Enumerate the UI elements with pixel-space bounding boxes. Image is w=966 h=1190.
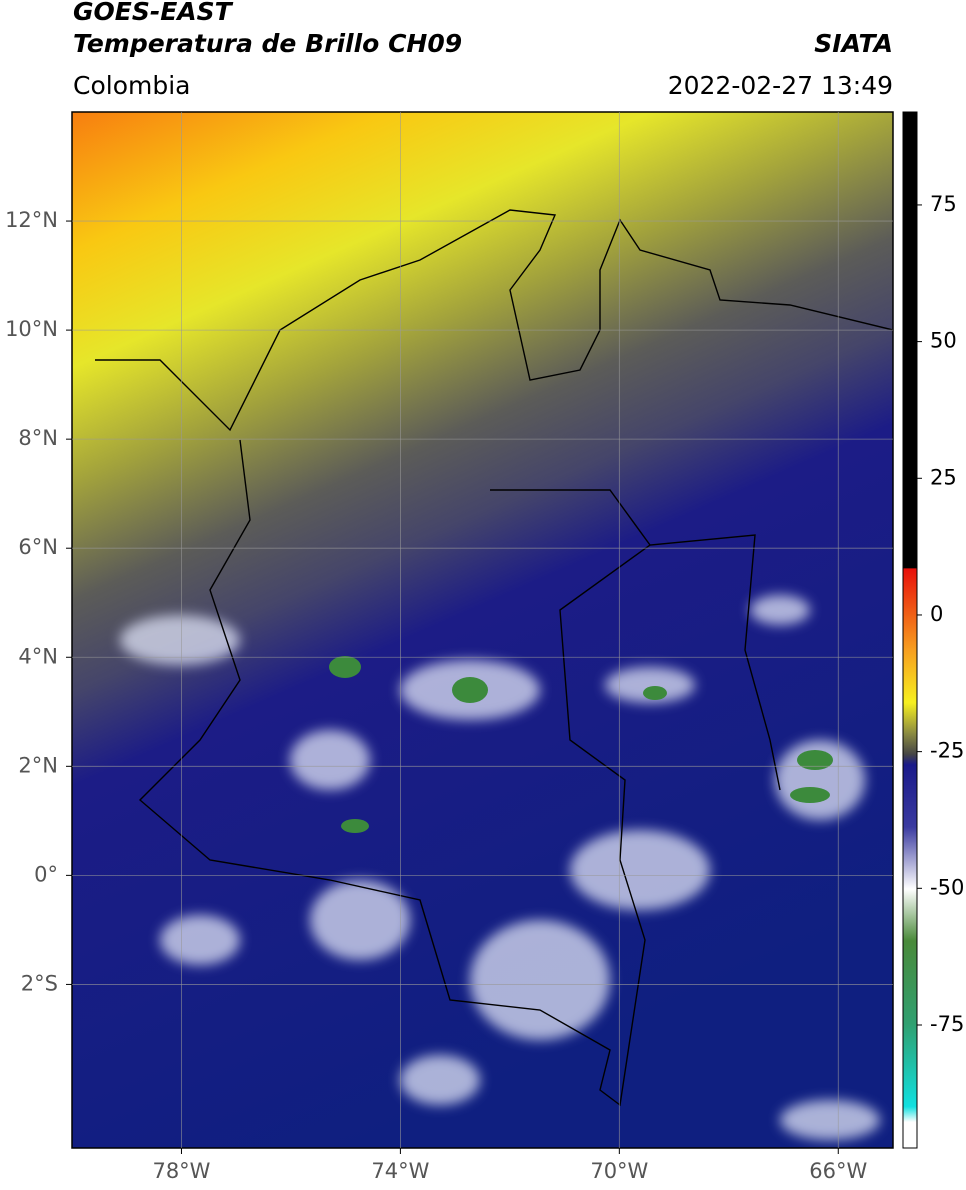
title-line: Temperatura de Brillo CH09 xyxy=(73,29,462,58)
timestamp: 2022-02-27 13:49 xyxy=(668,71,893,100)
colorbar-tick-label: 0 xyxy=(930,602,943,626)
x-tick-label: 78°W xyxy=(152,1159,210,1183)
y-tick-label: 4°N xyxy=(18,644,58,668)
y-tick-label: 6°N xyxy=(18,535,58,559)
colorbar-tick-label: 75 xyxy=(930,192,957,216)
colorbar-tick-label: -50 xyxy=(930,875,964,899)
x-tick-label: 66°W xyxy=(809,1159,867,1183)
colorbar-tick-label: 50 xyxy=(930,329,957,353)
colorbar-tick-label: -25 xyxy=(930,739,964,763)
x-tick-label: 74°W xyxy=(371,1159,429,1183)
y-tick-label: 8°N xyxy=(18,426,58,450)
y-tick-label: 0° xyxy=(34,862,58,886)
colorbar-tick-label: 25 xyxy=(930,465,957,489)
subtitle: Colombia xyxy=(73,71,190,100)
y-tick-label: 2°N xyxy=(18,753,58,777)
title-line: GOES-EAST xyxy=(73,0,234,26)
y-tick-label: 2°S xyxy=(21,971,58,995)
map-frame xyxy=(71,111,894,1149)
map-image xyxy=(72,112,893,1148)
colorbar-tick-label: -75 xyxy=(930,1012,964,1036)
source: SIATA xyxy=(814,29,893,58)
colorbar xyxy=(902,111,918,1149)
y-tick-label: 12°N xyxy=(5,208,58,232)
y-tick-label: 10°N xyxy=(5,317,58,341)
x-tick-label: 70°W xyxy=(590,1159,648,1183)
